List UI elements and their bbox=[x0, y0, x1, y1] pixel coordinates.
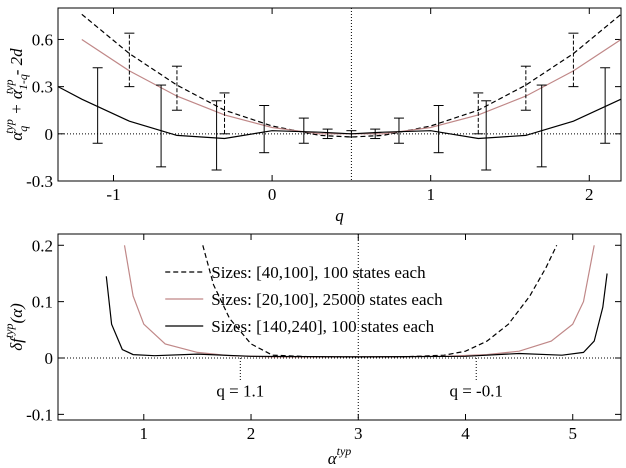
label-part: typ bbox=[2, 79, 16, 94]
error-bar bbox=[298, 117, 309, 144]
error-bar bbox=[92, 67, 103, 144]
error-bar bbox=[370, 128, 381, 140]
label-part: α bbox=[328, 449, 338, 468]
y-tick-label: -0.3 bbox=[26, 172, 53, 191]
y-tick-label: 0.2 bbox=[32, 236, 53, 255]
panel: 1 2 3 4 5 -0.1 0 0.1 0.2 q = 1.1 q = -0.1 Sizes: [4… bbox=[2, 233, 622, 468]
y-axis-label: δftyp(α) bbox=[2, 303, 26, 351]
plot-area bbox=[58, 13, 621, 171]
label-part: + α bbox=[7, 89, 26, 119]
x-tick-label: 3 bbox=[354, 424, 363, 443]
x-tick-label: 0 bbox=[268, 185, 277, 204]
annotation: q = 1.1 bbox=[216, 382, 264, 401]
y-tick-label: 0.3 bbox=[32, 78, 53, 97]
error-bar bbox=[536, 84, 547, 168]
series-line bbox=[58, 86, 621, 140]
plot-area bbox=[105, 245, 608, 358]
legend-label: Sizes: [40,100], 100 states each bbox=[211, 263, 426, 282]
error-bar bbox=[473, 92, 484, 135]
series-line bbox=[105, 273, 608, 358]
x-tick-label: 2 bbox=[585, 185, 594, 204]
x-tick-label: 1 bbox=[426, 185, 435, 204]
error-bar bbox=[211, 100, 222, 171]
label-part: typ bbox=[337, 444, 352, 458]
x-axis-label: αtyp bbox=[328, 444, 352, 468]
y-tick-label: -0.1 bbox=[26, 405, 53, 424]
label-part: typ bbox=[2, 323, 16, 338]
label-part: α bbox=[7, 131, 26, 141]
label-part: typ bbox=[2, 119, 16, 134]
y-tick-label: 0.1 bbox=[32, 293, 53, 312]
x-tick-label: 5 bbox=[568, 424, 577, 443]
label-part: q bbox=[16, 126, 30, 132]
error-bar bbox=[156, 84, 167, 168]
error-bar bbox=[520, 65, 531, 111]
label-part: - 2d bbox=[7, 48, 26, 80]
x-tick-label: 4 bbox=[461, 424, 470, 443]
plot-frame bbox=[57, 233, 622, 421]
error-bar bbox=[124, 32, 135, 88]
annotation: q = -0.1 bbox=[449, 382, 503, 401]
error-bar bbox=[219, 92, 230, 135]
y-tick-label: 0 bbox=[45, 349, 54, 368]
x-tick-label: 2 bbox=[247, 424, 256, 443]
y-tick-label: 0 bbox=[45, 125, 54, 144]
error-bar bbox=[346, 130, 357, 138]
error-bar bbox=[568, 32, 579, 88]
error-bar bbox=[171, 65, 182, 111]
x-axis-label: q bbox=[335, 206, 344, 225]
error-bar bbox=[393, 117, 404, 144]
error-bar bbox=[600, 67, 611, 144]
legend-label: Sizes: [20,100], 25000 states each bbox=[211, 290, 443, 309]
error-bar bbox=[481, 100, 492, 171]
x-tick-label: -1 bbox=[106, 185, 120, 204]
label-part: 1-q bbox=[16, 74, 30, 90]
x-tick-label: 1 bbox=[140, 424, 149, 443]
label-part: (α) bbox=[7, 303, 26, 324]
legend-label: Sizes: [140,240], 100 states each bbox=[211, 317, 434, 336]
error-bar bbox=[259, 105, 270, 154]
error-bar bbox=[433, 105, 444, 154]
y-tick-label: 0.6 bbox=[32, 30, 53, 49]
y-axis-label: αqtyp + α1-qtyp - 2d bbox=[2, 48, 30, 141]
plot-frame bbox=[57, 7, 622, 182]
error-bar bbox=[322, 128, 333, 140]
label-part: δf bbox=[7, 336, 26, 351]
